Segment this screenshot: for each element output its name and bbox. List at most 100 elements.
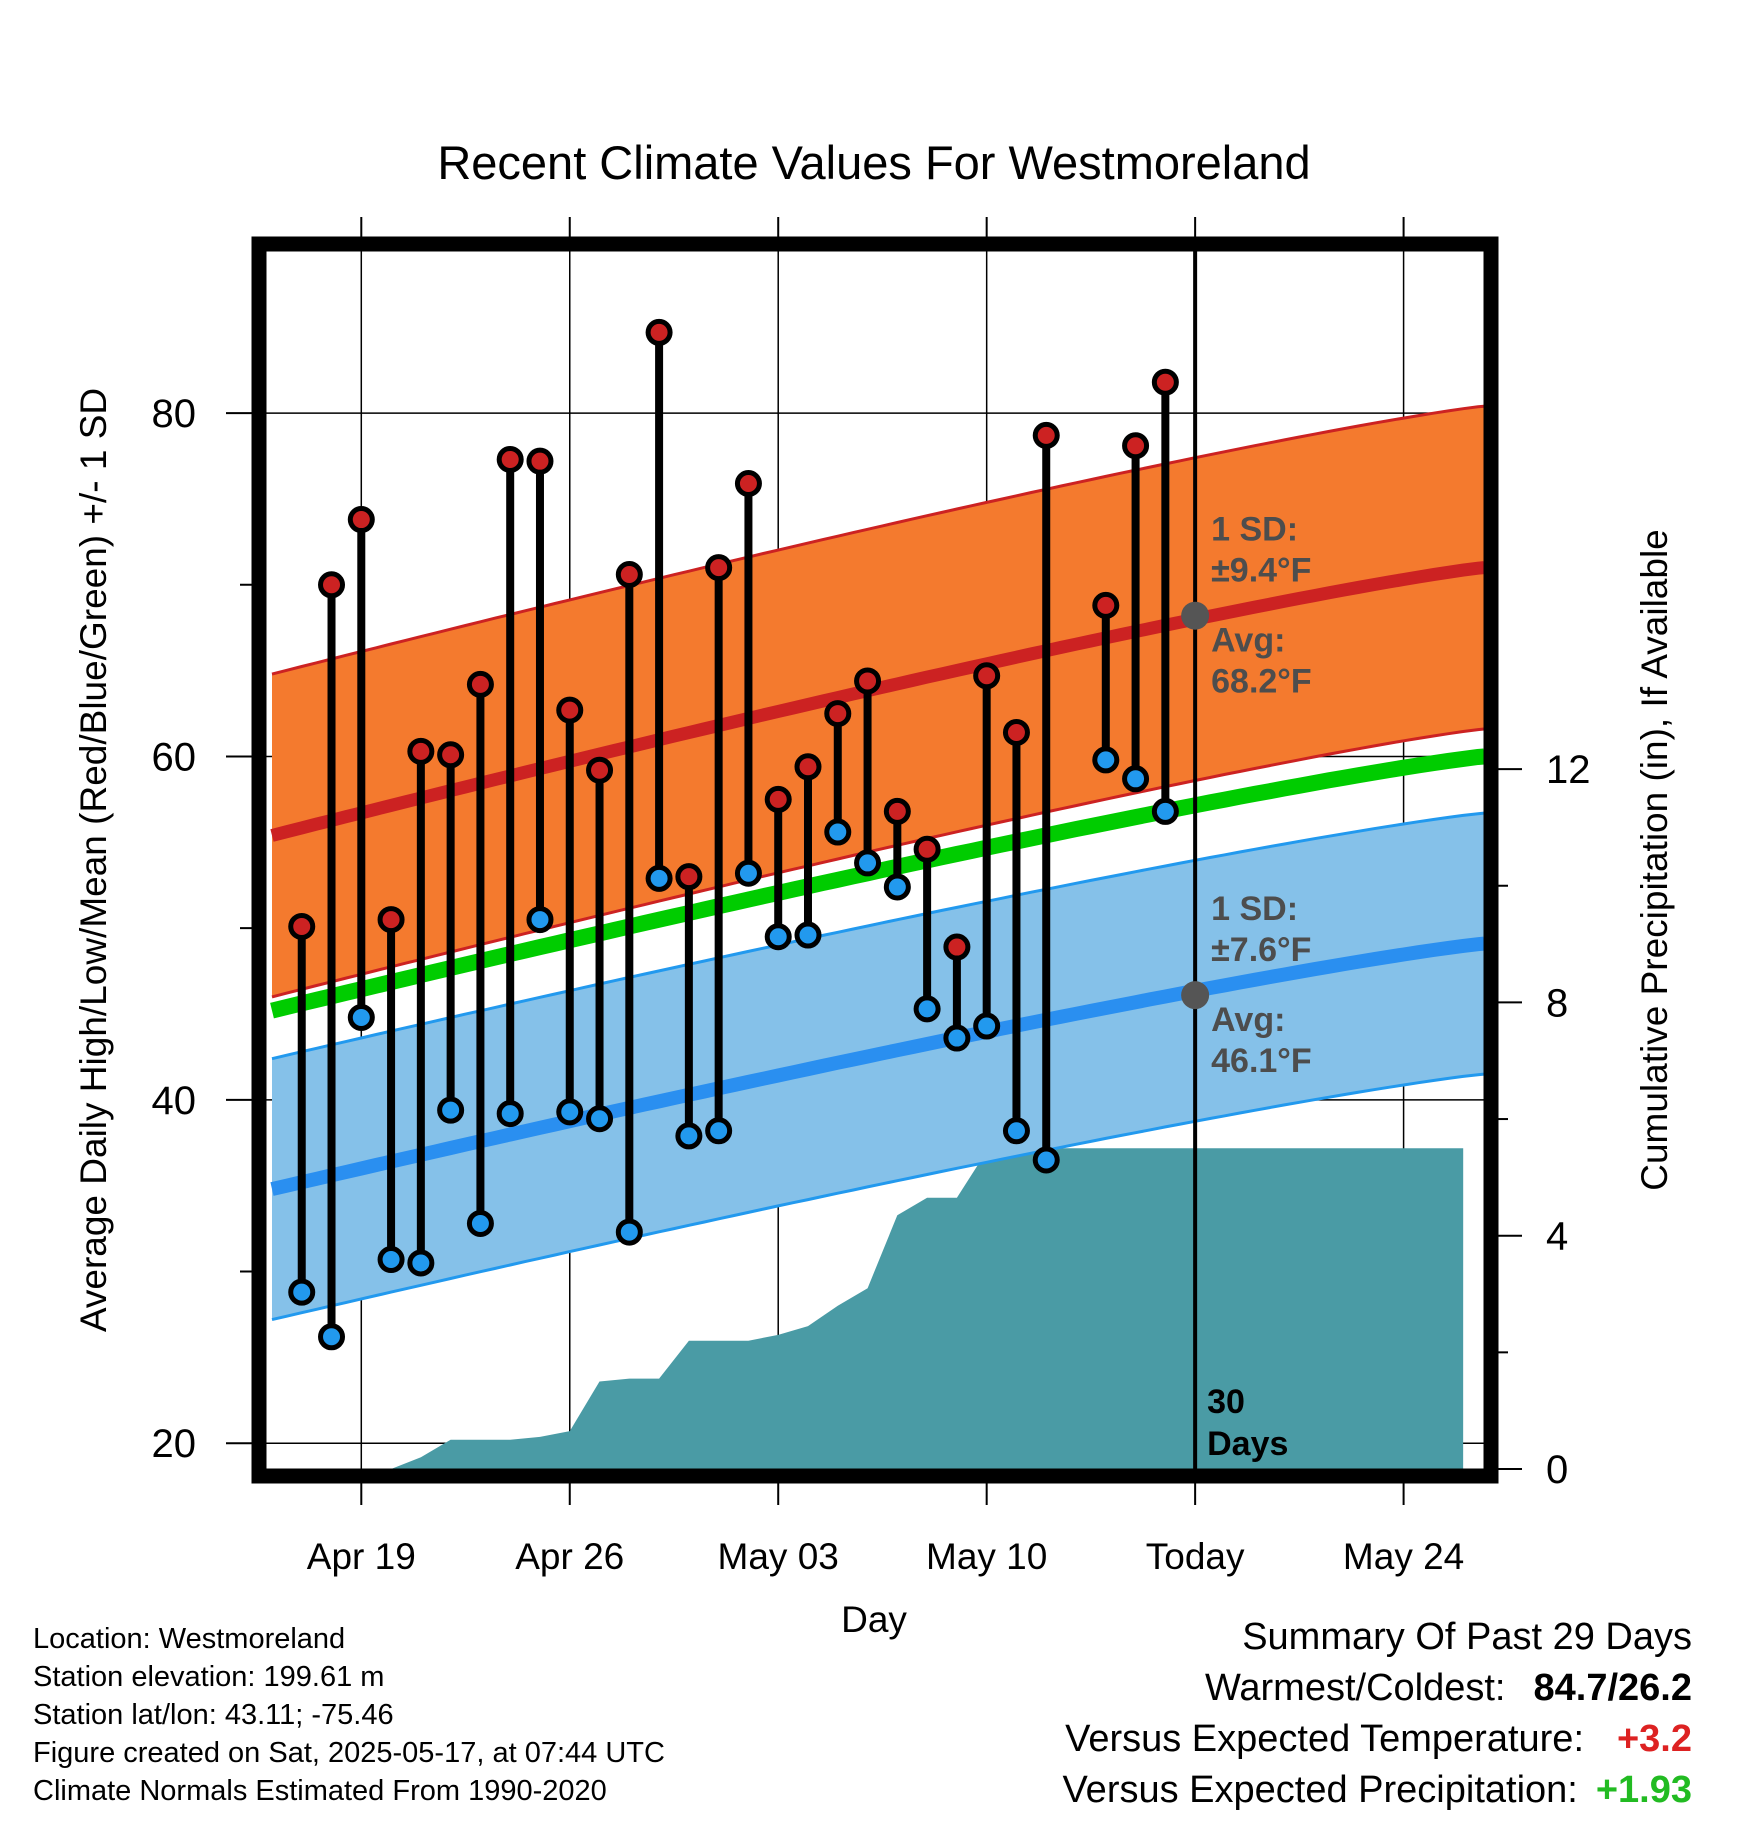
- low-point: [1122, 765, 1150, 793]
- high-average-line: [270, 561, 1485, 842]
- low-point: [288, 1278, 316, 1306]
- high-point: [645, 318, 673, 346]
- high-point: [377, 906, 405, 934]
- y-tick-label: 80: [152, 392, 197, 436]
- low-avg-label: Avg:: [1211, 1001, 1285, 1039]
- today-average-dots: [1181, 601, 1210, 1010]
- low-average-line: [270, 936, 1485, 1196]
- low-point: [556, 1098, 584, 1126]
- x-tick-label: May 03: [718, 1536, 839, 1577]
- y2-tick-label: 4: [1546, 1215, 1568, 1259]
- low-sd-band: [272, 813, 1484, 1320]
- high-point: [347, 506, 375, 534]
- x-tick-label: May 10: [926, 1536, 1047, 1577]
- low-point: [496, 1100, 524, 1128]
- low-point: [526, 906, 554, 934]
- high-avg-label: Avg:: [1211, 622, 1285, 660]
- high-point: [586, 756, 614, 784]
- summary-panel: Summary Of Past 29 Days Warmest/Coldest:…: [1062, 1612, 1692, 1816]
- high-point: [764, 785, 792, 813]
- info-latlon: Station lat/lon: 43.11; -75.46: [33, 1699, 394, 1731]
- daily-markers: [288, 318, 1179, 1351]
- temp-value: +3.2: [1616, 1718, 1692, 1760]
- warmest-coldest-label: Warmest/Coldest:: [1204, 1667, 1506, 1709]
- low-avg-value: 46.1°F: [1211, 1042, 1312, 1080]
- high-point: [883, 797, 911, 825]
- high-point: [466, 670, 494, 698]
- high-point: [288, 912, 316, 940]
- low-sd-upper-edge: [271, 811, 1485, 1061]
- high-point: [913, 835, 941, 863]
- low-point: [645, 864, 673, 892]
- low-point: [586, 1105, 614, 1133]
- x-axis: Apr 19 Apr 26 May 03 May 10 Today May 24: [307, 217, 1464, 1577]
- high-sd-label: 1 SD:: [1211, 511, 1298, 549]
- low-point: [883, 873, 911, 901]
- low-point: [1092, 746, 1120, 774]
- y-axis-left: 20 40 60 80: [152, 392, 258, 1466]
- y-axis-right: 0 4 8 12: [1492, 748, 1591, 1492]
- info-created: Figure created on Sat, 2025-05-17, at 07…: [33, 1737, 665, 1769]
- high-point: [973, 662, 1001, 690]
- high-point: [556, 696, 584, 724]
- low-point: [466, 1209, 494, 1237]
- mean-line: [270, 748, 1485, 1019]
- high-point: [794, 753, 822, 781]
- low-point: [824, 818, 852, 846]
- high-sd-value: ±9.4°F: [1211, 552, 1311, 590]
- y-axis-label: Average Daily High/Low/Mean (Red/Blue/Gr…: [73, 388, 114, 1332]
- high-point: [943, 933, 971, 961]
- high-point: [705, 554, 733, 582]
- low-point: [913, 995, 941, 1023]
- temp-label: Versus Expected Temperature:: [1065, 1718, 1584, 1760]
- y2-tick-label: 0: [1546, 1448, 1568, 1492]
- high-point: [1002, 718, 1030, 746]
- low-point: [1002, 1117, 1030, 1145]
- high-sd-upper-edge: [271, 404, 1485, 676]
- low-point: [764, 923, 792, 951]
- precipitation-area: [271, 1148, 1464, 1469]
- high-point: [1151, 368, 1179, 396]
- low-point: [318, 1323, 346, 1351]
- high-point: [824, 700, 852, 728]
- high-point: [734, 469, 762, 497]
- summary-warmest-coldest: Warmest/Coldest: 84.7/26.2: [1062, 1663, 1692, 1714]
- high-point: [1032, 421, 1060, 449]
- y-tick-label: 20: [152, 1422, 197, 1466]
- low-point: [973, 1012, 1001, 1040]
- low-sd-value: ±7.6°F: [1211, 931, 1311, 969]
- today-low-avg-dot: [1181, 981, 1210, 1010]
- low-point: [943, 1024, 971, 1052]
- low-point: [794, 921, 822, 949]
- high-sd-band: [272, 406, 1484, 997]
- precip-label: Versus Expected Precipitation:: [1062, 1769, 1578, 1811]
- x-tick-label: Apr 26: [515, 1536, 624, 1577]
- annotations: 1 SD: ±9.4°F Avg: 68.2°F 1 SD: ±7.6°F Av…: [1211, 511, 1312, 1080]
- info-location: Location: Westmoreland: [33, 1623, 346, 1655]
- y2-tick-label: 12: [1546, 748, 1591, 792]
- x-tick-label: May 24: [1343, 1536, 1464, 1577]
- high-point: [407, 737, 435, 765]
- high-point: [496, 445, 524, 473]
- low-point: [675, 1122, 703, 1150]
- high-point: [1122, 432, 1150, 460]
- y-tick-label: 40: [152, 1079, 197, 1123]
- chart-title: Recent Climate Values For Westmoreland: [437, 136, 1310, 189]
- summary-title: Summary Of Past 29 Days: [1242, 1616, 1692, 1658]
- high-point: [526, 447, 554, 475]
- low-point: [854, 849, 882, 877]
- coldest-value: 26.2: [1618, 1667, 1692, 1709]
- low-sd-lower-edge: [271, 1072, 1485, 1322]
- y2-axis-label: Cumulative Precipitation (in), If Availa…: [1634, 529, 1675, 1191]
- high-point: [615, 560, 643, 588]
- high-point: [675, 863, 703, 891]
- high-point: [1092, 591, 1120, 619]
- high-sd-lower-edge: [271, 727, 1485, 999]
- y2-tick-label: 8: [1546, 981, 1568, 1025]
- y-tick-label: 60: [152, 735, 197, 779]
- low-point: [1151, 797, 1179, 825]
- low-sd-label: 1 SD:: [1211, 890, 1298, 928]
- high-point: [318, 571, 346, 599]
- precip-value: +1.93: [1595, 1769, 1692, 1811]
